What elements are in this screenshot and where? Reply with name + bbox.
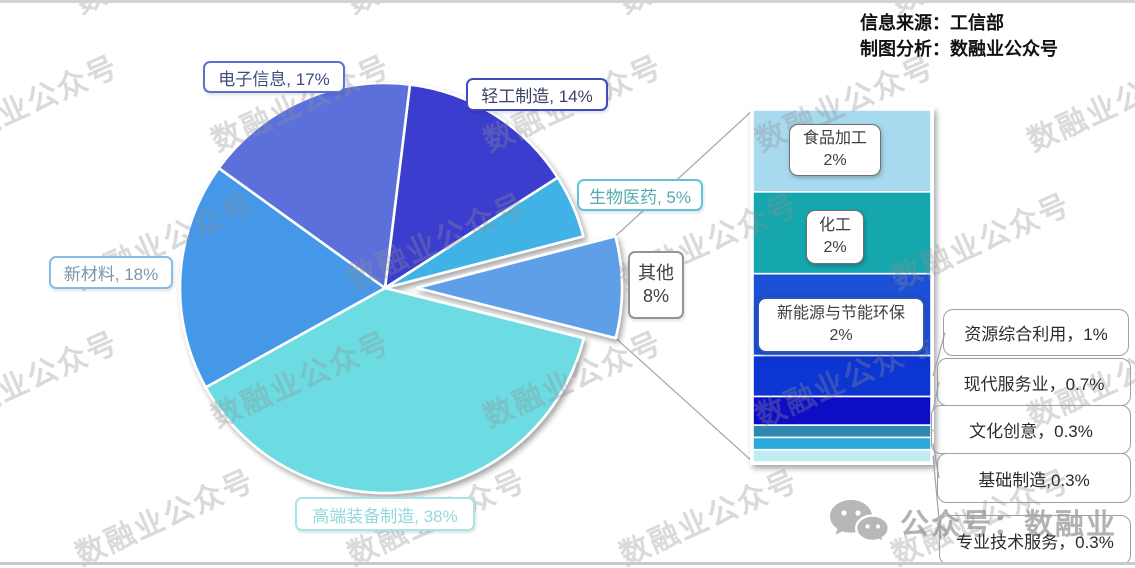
info-source-block: 信息来源：工信部 制图分析：数融业公众号 [860,10,1058,62]
pie-label-pct: 8% [642,286,669,306]
callout-modern-services: 现代服务业，0.7% [937,358,1131,406]
bar-segment-professional-services [752,448,932,463]
pie-slice-light-industry [383,83,560,290]
pie-label-text: 其他 [638,262,674,283]
callout-text: 资源综合利用，1% [964,325,1108,344]
pie-label-light-industry: 轻工制造, 14% [466,78,608,111]
bar-segment-basic-manufacturing [752,436,932,451]
pie-label-text: 新材料, 18% [63,265,159,284]
callout-text: 现代服务业，0.7% [963,374,1105,394]
pie-to-bar-connector-lines [614,109,754,463]
pie-slice-new-materials [178,166,387,389]
pie-label-other: 其他 8% [628,251,684,319]
bar-label-text: 新能源与节能环保 [776,305,905,323]
callout-resource-utilization: 资源综合利用，1% [943,309,1129,356]
pie-label-biomedicine: 生物医药, 5% [577,179,703,211]
pie-slice-other [415,234,624,340]
bar-label-pct: 2% [829,327,853,344]
pie-label-text: 高端装备制造, 38% [312,506,458,526]
bar-label-pct: 2% [823,152,847,169]
callout-text: 文化创意，0.3% [969,422,1093,441]
callout-basic-manufacturing: 基础制造,0.3% [937,453,1131,503]
pie-label-new-materials: 新材料, 18% [49,256,173,289]
pie-label-electronics: 电子信息, 17% [203,61,345,93]
footer-brand-text: 公众号：数融业 [900,509,1118,541]
bar-label-food-processing: 食品加工 2% [789,124,881,176]
info-credit-line: 制图分析：数融业公众号 [860,39,1058,59]
bottom-edge-line [0,562,1135,565]
bar-segment-modern-services [752,395,932,426]
callout-text: 基础制造,0.3% [978,470,1090,490]
bar-label-pct: 2% [823,239,847,256]
bar-label-new-energy-env: 新能源与节能环保 2% [757,297,925,353]
pie-label-text: 轻工制造, 14% [481,87,593,106]
footer-brand: 公众号：数融业 [828,498,1117,546]
bar-label-text: 食品加工 [802,130,867,148]
info-source-line: 信息来源：工信部 [860,13,1004,33]
bar-segment-cultural-creativity [752,424,932,439]
bar-label-chemical: 化工 2% [806,210,864,264]
pie-slice-electronics [217,81,412,290]
top-edge-line [0,0,1135,3]
pie-slice-high-end-equipment [204,286,586,495]
bar-label-text: 化工 [818,217,851,235]
pie-label-high-end-equipment: 高端装备制造, 38% [295,497,475,531]
wechat-icon [830,500,890,546]
bar-segment-resource-utilization [752,354,932,398]
pie-slice-biomedicine [383,176,585,290]
callout-text: 专业技术服务，0.3% [956,532,1114,552]
callout-professional-services: 专业技术服务，0.3% [939,515,1131,565]
pie [178,81,624,495]
pie-label-text: 电子信息, 17% [218,69,330,89]
callout-cultural-creativity: 文化创意，0.3% [931,405,1131,454]
pie-label-text: 生物医药, 5% [588,187,692,207]
